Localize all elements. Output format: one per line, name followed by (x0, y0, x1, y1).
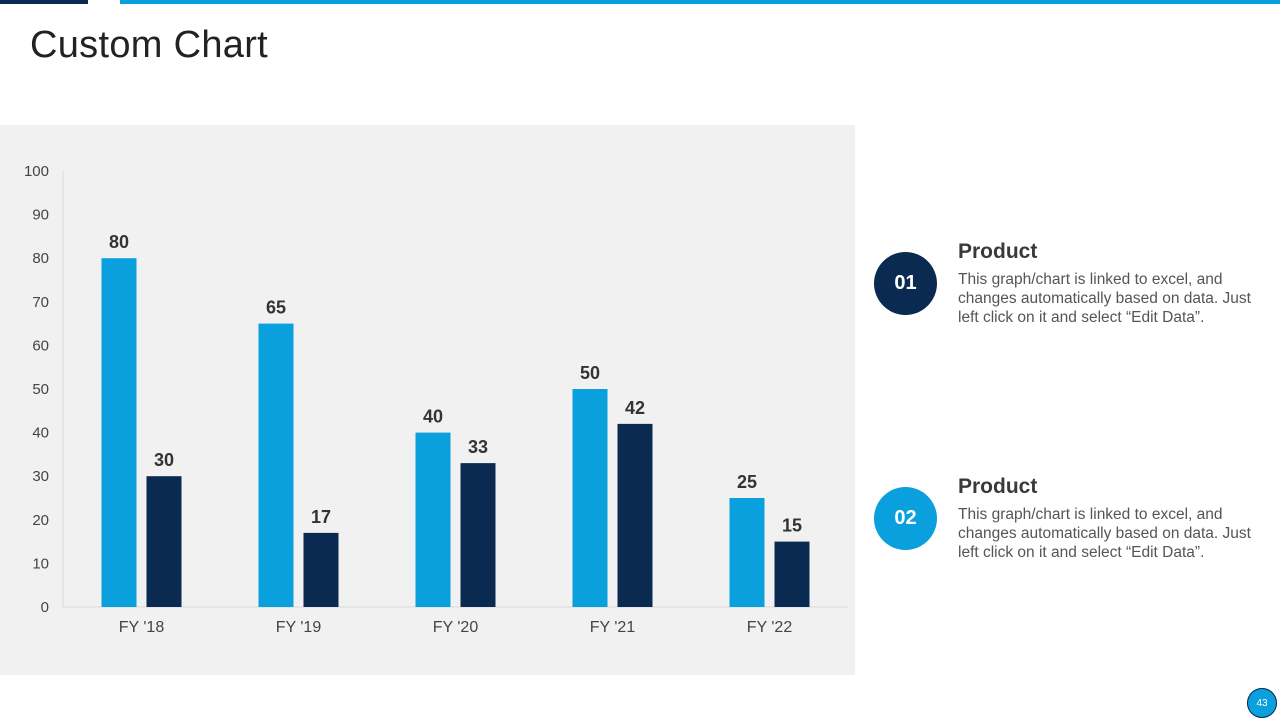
bar-1 (101, 258, 137, 607)
x-tick-label: FY '19 (276, 619, 322, 636)
y-tick-label: 10 (32, 555, 49, 572)
bar-2 (617, 423, 653, 607)
chart-panel: 0 10 20 30 40 50 60 70 80 90 100 80 30 FY '18 65 17 FY '… (0, 125, 855, 675)
y-tick-label: 50 (32, 381, 49, 398)
legend-title-2: Product (958, 475, 1038, 498)
bar-chart[interactable]: 0 10 20 30 40 50 60 70 80 90 100 80 30 FY '18 65 17 FY '… (0, 125, 855, 675)
bar-2 (460, 463, 496, 607)
bar-1 (729, 498, 765, 607)
top-accent-bar-dark (0, 0, 88, 4)
legend-badge-1: 01 (874, 252, 937, 315)
y-tick-label: 0 (41, 599, 49, 616)
y-tick-label: 70 (32, 294, 49, 311)
bar-1 (572, 389, 608, 607)
page-number-badge: 43 (1247, 688, 1277, 718)
data-label: 17 (311, 507, 331, 527)
bar-2 (774, 541, 810, 607)
top-accent-bar-light (120, 0, 1280, 4)
legend-description-1: This graph/chart is linked to excel, and… (958, 271, 1251, 326)
bar-2 (303, 532, 339, 607)
page-title: Custom Chart (30, 24, 269, 66)
x-tick-label: FY '22 (747, 619, 793, 636)
y-tick-label: 30 (32, 468, 49, 485)
legend-item-1: 01 Product This graph/chart is linked to… (874, 240, 1274, 330)
data-label: 80 (109, 232, 129, 252)
y-tick-label: 90 (32, 207, 49, 224)
x-tick-label: FY '18 (119, 619, 165, 636)
data-label: 33 (468, 437, 488, 457)
y-tick-label: 40 (32, 425, 49, 442)
legend-item-2: 02 Product This graph/chart is linked to… (874, 475, 1274, 565)
y-tick-label: 60 (32, 337, 49, 354)
y-tick-label: 100 (24, 163, 49, 180)
data-label: 42 (625, 398, 645, 418)
bar-1 (415, 432, 451, 607)
data-label: 25 (737, 472, 757, 492)
legend-title-1: Product (958, 240, 1038, 263)
legend-badge-2: 02 (874, 487, 937, 550)
data-label: 30 (154, 450, 174, 470)
data-label: 40 (423, 407, 443, 427)
x-tick-label: FY '21 (590, 619, 636, 636)
data-label: 50 (580, 363, 600, 383)
data-label: 65 (266, 298, 286, 318)
x-tick-label: FY '20 (433, 619, 479, 636)
y-tick-label: 80 (32, 250, 49, 267)
y-tick-label: 20 (32, 512, 49, 529)
legend-description-2: This graph/chart is linked to excel, and… (958, 506, 1251, 561)
bar-1 (258, 323, 294, 607)
data-label: 15 (782, 516, 802, 536)
bar-2 (146, 476, 182, 607)
